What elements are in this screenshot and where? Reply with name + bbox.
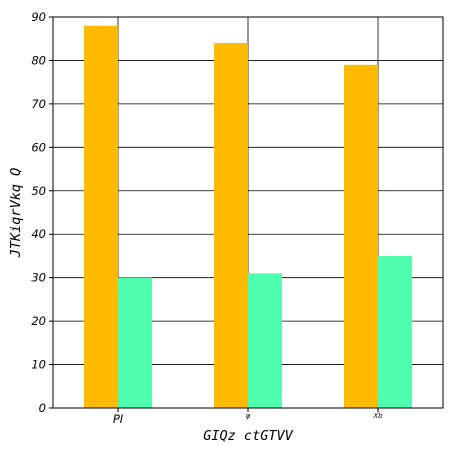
bar-series-1-0 <box>84 25 118 408</box>
y-tick-label-0: 0 <box>39 401 46 415</box>
bar-series-2-0 <box>118 277 152 408</box>
y-axis-ticks: 0 10 20 30 40 50 60 70 80 90 <box>31 10 53 415</box>
y-tick-label-4: 40 <box>31 227 46 241</box>
x-tick-label-0: PI <box>113 412 124 426</box>
y-tick-label-7: 70 <box>31 97 46 111</box>
y-tick-label-9: 90 <box>31 10 46 24</box>
bar-series-2-2 <box>378 255 412 408</box>
x-axis-title: GIQz ctGTVV <box>203 428 293 444</box>
x-tick-label-2: Xb <box>372 412 383 420</box>
x-tick-label-1: φ <box>246 412 251 420</box>
y-tick-label-6: 60 <box>31 140 46 154</box>
x-axis-ticks: PI φ Xb <box>113 408 383 426</box>
y-tick-label-8: 80 <box>31 53 46 67</box>
bar-series-1-2 <box>344 64 378 409</box>
y-tick-label-3: 30 <box>31 271 46 285</box>
y-tick-label-5: 50 <box>31 184 46 198</box>
y-axis-title: JTKiqrVkq Q <box>8 168 24 258</box>
bar-series-2-1 <box>248 273 282 408</box>
bar-series-1-1 <box>214 43 248 409</box>
y-tick-label-1: 10 <box>31 358 46 372</box>
y-tick-label-2: 20 <box>31 314 46 328</box>
bars <box>84 25 412 409</box>
